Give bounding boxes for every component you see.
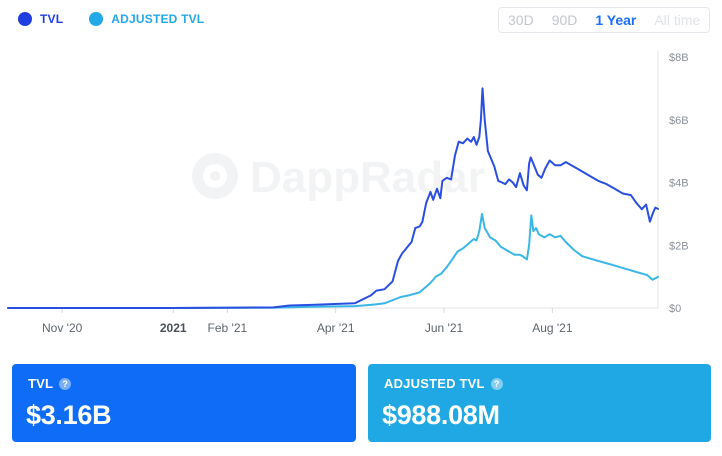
range-1-year-button[interactable]: 1 Year (595, 12, 637, 28)
adjusted-tvl-legend-dot-icon (89, 12, 104, 26)
watermark-text: DappRadar (250, 153, 485, 202)
range-90d-button[interactable]: 90D (551, 12, 578, 28)
dappradar-logo-core-icon (210, 171, 220, 181)
x-tick-label: Feb '21 (208, 321, 248, 335)
x-tick-label: Nov '20 (42, 321, 83, 335)
tvl-summary-card: TVL ? $3.16B (12, 364, 356, 442)
tvl-legend-dot-icon (18, 12, 32, 26)
y-tick-label: $0 (669, 303, 681, 315)
watermark: DappRadar (192, 153, 485, 202)
range-30d-button[interactable]: 30D (508, 12, 534, 28)
tvl-line-chart: DappRadar $0 $2B $4B $6B $8B Nov '20 2021 Feb … (7, 51, 689, 335)
tvl-help-icon[interactable]: ? (59, 377, 72, 390)
adjusted-tvl-card-label: ADJUSTED TVL (384, 376, 485, 391)
adjusted-tvl-help-icon[interactable]: ? (490, 377, 503, 390)
legend-item-adjusted-tvl[interactable]: ADJUSTED TVL (89, 12, 204, 26)
series-line-adjusted-tvl[interactable] (7, 212, 659, 309)
adjusted-tvl-summary-card: ADJUSTED TVL ? $988.08M (368, 364, 711, 442)
y-tick-label: $8B (669, 52, 689, 64)
range-all-time-button[interactable]: All time (654, 12, 701, 28)
x-axis: Nov '20 2021 Feb '21 Apr '21 Jun '21 Aug '21 (42, 308, 573, 335)
y-tick-label: $6B (669, 115, 689, 127)
series-lines (7, 87, 659, 309)
legend-label-adjusted-tvl: ADJUSTED TVL (111, 12, 205, 26)
dappradar-logo-icon (192, 153, 238, 199)
legend-label-tvl: TVL (40, 12, 64, 26)
time-range-selector: 30D 90D 1 Year All time (498, 7, 710, 33)
x-tick-label: Aug '21 (532, 321, 573, 335)
x-tick-label: 2021 (160, 321, 187, 335)
dappradar-logo-inner-icon (203, 164, 227, 188)
series-line-tvl[interactable] (7, 87, 659, 309)
legend-item-tvl[interactable]: TVL (18, 12, 63, 26)
x-tick-label: Apr '21 (317, 321, 355, 335)
chart-legend: TVL ADJUSTED TVL (18, 10, 230, 28)
tvl-card-value: $3.16B (26, 400, 112, 430)
y-axis: $0 $2B $4B $6B $8B (669, 52, 689, 315)
adjusted-tvl-card-value: $988.08M (382, 400, 500, 430)
tvl-card-label: TVL (28, 376, 54, 391)
x-tick-label: Jun '21 (425, 321, 464, 335)
y-tick-label: $4B (669, 178, 689, 190)
y-tick-label: $2B (669, 240, 689, 252)
